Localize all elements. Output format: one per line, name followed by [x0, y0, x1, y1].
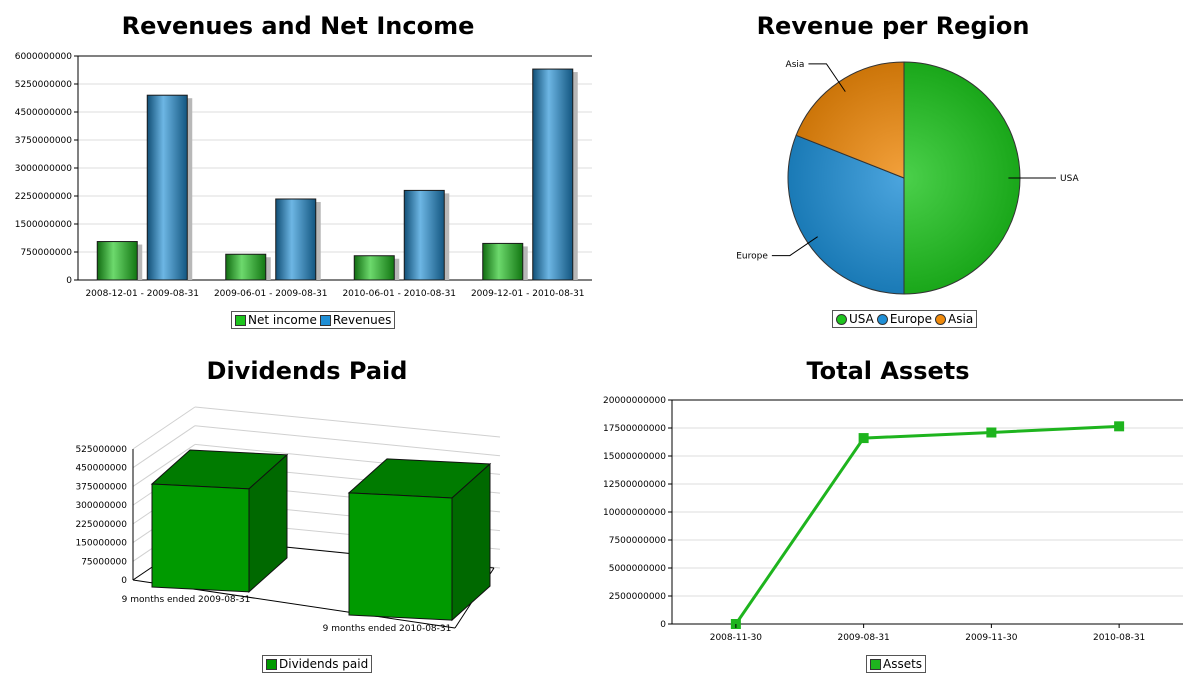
pie-label: Asia	[786, 60, 805, 70]
y-tick-label: 150000000	[75, 539, 127, 549]
total-assets-chart: Total Assets 0 2500000000 5000000000 750000…	[600, 345, 1198, 673]
legend-swatch	[319, 314, 331, 326]
y-tick-label: 6000000000	[15, 52, 73, 62]
bar-dividends-paid	[348, 492, 453, 621]
x-tick-label: 9 months ended 2010-08-31	[323, 624, 452, 634]
dividends-paid-chart: Dividends Paid 0 75000000 150000000 2250000…	[0, 345, 600, 673]
y-tick-label: 0	[66, 276, 72, 286]
y-tick-label: 17500000000	[603, 424, 666, 434]
y-tick-label: 15000000000	[603, 452, 666, 462]
legend-item-usa: USA	[836, 312, 874, 326]
x-tick-label: 2010-08-31	[1093, 633, 1145, 643]
legend-swatch	[266, 658, 277, 670]
legend-label: Assets	[883, 657, 923, 671]
pie-label: USA	[1060, 174, 1079, 184]
legend-item-dividends-paid: Dividends paid	[266, 657, 368, 671]
line-chart-plot: 0 2500000000 5000000000 7500000000 100000000…	[603, 396, 1183, 643]
y-tick-label: 0	[121, 576, 127, 586]
y-tick-label: 2250000000	[15, 192, 73, 202]
pie-leader-line	[771, 236, 818, 257]
data-point-marker	[986, 427, 997, 438]
y-tick-label: 10000000000	[603, 508, 666, 518]
chart-title: Revenues and Net Income	[121, 12, 475, 40]
y-tick-label: 525000000	[75, 445, 127, 455]
chart-title: Total Assets	[806, 357, 970, 385]
bar-net-income	[353, 255, 395, 281]
legend-label: Revenues	[332, 313, 392, 327]
legend-item-net-income: Net income	[235, 313, 317, 327]
y-tick-label: 4500000000	[15, 108, 73, 118]
y-tick-label: 225000000	[75, 520, 127, 530]
y-tick-label: 2500000000	[609, 592, 667, 602]
legend-swatch	[935, 313, 947, 325]
pie-label: Europe	[736, 252, 768, 262]
wall-gridline	[132, 425, 196, 469]
legend-swatch	[235, 314, 246, 326]
x-tick-label: 2010-06-01 - 2010-08-31	[342, 289, 456, 299]
line-series-assets	[734, 424, 1120, 625]
bar-net-income	[225, 253, 267, 281]
data-point-marker	[1114, 421, 1125, 432]
chart-title: Dividends Paid	[206, 357, 408, 385]
data-point-marker	[858, 433, 869, 444]
x-tick-label: 2009-08-31	[837, 633, 889, 643]
y-tick-label: 5000000000	[609, 564, 667, 574]
y-tick-label: 1500000000	[15, 220, 73, 230]
revenue-per-region-chart: Revenue per Region USA Europe Asia USA Eur…	[600, 0, 1198, 340]
legend-label: Europe	[889, 312, 933, 326]
bar-revenues	[403, 189, 445, 281]
x-tick-label: 2008-11-30	[710, 633, 763, 643]
legend-item-asia: Asia	[935, 312, 973, 326]
y-tick-label: 3000000000	[15, 164, 73, 174]
y-tick-label: 3750000000	[15, 136, 73, 146]
wall-gridline	[194, 406, 501, 438]
legend-swatch	[870, 658, 881, 670]
bar-revenues	[146, 94, 188, 281]
y-tick-label: 0	[660, 620, 666, 630]
y-tick-label: 375000000	[75, 482, 127, 492]
x-tick-label: 2009-11-30	[965, 633, 1018, 643]
y-tick-label: 20000000000	[603, 396, 666, 406]
bar-revenues	[275, 198, 317, 281]
chart-title: Revenue per Region	[756, 12, 1030, 40]
wall-gridline	[132, 406, 196, 450]
bar-dividends-paid	[151, 483, 250, 593]
revenues-net-income-chart: Revenues and Net Income 0 750000000 150000…	[0, 0, 600, 340]
pie-chart-plot: USA Europe Asia	[736, 60, 1079, 295]
wall-gridline	[132, 444, 196, 487]
y-tick-label: 450000000	[75, 464, 127, 474]
x-tick-label: 2008-12-01 - 2009-08-31	[85, 289, 199, 299]
bar-net-income	[96, 241, 138, 281]
x-tick-label: 9 months ended 2009-08-31	[122, 595, 251, 605]
y-tick-label: 300000000	[75, 501, 127, 511]
bar-chart-plot: 0 750000000 1500000000 2250000000 3000000000…	[15, 52, 592, 299]
legend-swatch	[836, 313, 847, 325]
bar-net-income	[482, 242, 524, 281]
chart-legend: Dividends paid	[262, 655, 373, 673]
legend-item-europe: Europe	[876, 312, 933, 326]
3d-bar-chart-plot: 0 75000000 150000000 225000000 300000000 3750…	[75, 406, 501, 634]
legend-swatch	[876, 313, 888, 325]
legend-label: Asia	[948, 312, 974, 326]
chart-legend: Net income Revenues	[231, 311, 396, 329]
legend-label: USA	[849, 312, 874, 326]
x-tick-label: 2009-06-01 - 2009-08-31	[214, 289, 328, 299]
pie-leader-line	[808, 63, 846, 92]
legend-item-assets: Assets	[870, 657, 922, 671]
chart-legend: Assets	[866, 655, 927, 673]
pie-slice-usa	[903, 61, 1021, 295]
x-tick-label: 2009-12-01 - 2010-08-31	[471, 289, 585, 299]
y-tick-label: 75000000	[81, 557, 127, 567]
legend-item-revenues: Revenues	[319, 313, 392, 327]
chart-legend: USA Europe Asia	[832, 310, 978, 328]
bar-revenues	[532, 68, 574, 281]
y-tick-label: 750000000	[20, 248, 72, 258]
y-tick-label: 5250000000	[15, 80, 73, 90]
legend-label: Net income	[248, 313, 317, 327]
wall-gridline	[194, 425, 501, 457]
legend-label: Dividends paid	[279, 657, 369, 671]
y-tick-label: 7500000000	[609, 536, 667, 546]
y-tick-label: 12500000000	[603, 480, 666, 490]
